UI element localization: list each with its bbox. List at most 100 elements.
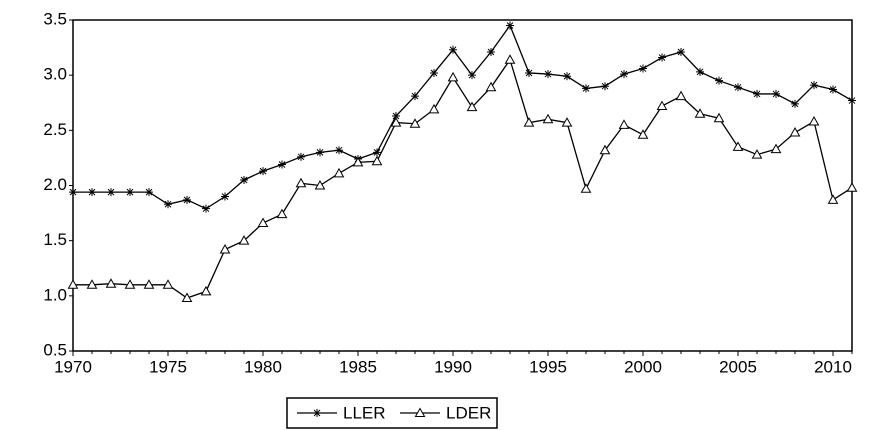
marker xyxy=(770,143,782,154)
marker xyxy=(789,127,801,137)
marker xyxy=(694,108,706,118)
marker xyxy=(371,155,383,166)
x-tick-label: 1990 xyxy=(434,357,472,376)
marker xyxy=(86,279,98,289)
marker xyxy=(713,112,725,123)
marker xyxy=(392,111,400,120)
marker xyxy=(772,89,780,98)
marker xyxy=(295,177,307,188)
marker xyxy=(181,292,193,303)
marker xyxy=(468,71,476,80)
marker xyxy=(827,194,839,204)
marker xyxy=(105,278,117,288)
marker xyxy=(238,235,250,245)
marker xyxy=(219,243,231,254)
marker xyxy=(335,146,343,155)
marker xyxy=(143,279,155,289)
marker xyxy=(544,70,552,79)
marker xyxy=(69,188,77,197)
marker xyxy=(278,160,286,169)
x-tick-label: 1995 xyxy=(529,357,567,376)
marker xyxy=(411,92,419,101)
marker xyxy=(637,129,649,139)
legend-label: LLER xyxy=(343,403,386,422)
marker xyxy=(582,84,590,93)
marker xyxy=(428,103,440,114)
x-tick-label: 2000 xyxy=(624,357,662,376)
marker xyxy=(523,117,535,127)
marker xyxy=(200,285,212,296)
marker xyxy=(599,144,611,155)
marker xyxy=(373,148,381,157)
marker xyxy=(352,156,364,167)
marker xyxy=(675,90,687,101)
legend-marker xyxy=(414,407,426,417)
marker xyxy=(257,217,269,228)
marker xyxy=(297,152,305,161)
marker xyxy=(561,117,573,127)
series-line xyxy=(73,58,853,299)
legend-label: LDER xyxy=(446,403,491,422)
marker xyxy=(848,96,856,105)
marker xyxy=(126,188,134,197)
x-tick-label: 1980 xyxy=(244,357,282,376)
y-tick-label: 1.5 xyxy=(43,230,67,249)
x-tick-label: 1975 xyxy=(149,357,187,376)
marker xyxy=(753,89,761,98)
marker xyxy=(846,182,858,192)
marker xyxy=(487,47,495,56)
marker xyxy=(715,76,723,85)
marker xyxy=(202,204,210,213)
marker xyxy=(734,83,742,92)
marker xyxy=(580,183,592,193)
marker xyxy=(314,179,326,190)
x-tick-label: 1970 xyxy=(54,357,92,376)
marker xyxy=(485,81,497,92)
y-tick-label: 2.5 xyxy=(43,120,67,139)
marker xyxy=(259,167,267,176)
marker xyxy=(791,99,799,108)
marker xyxy=(808,115,820,126)
x-tick-label: 1985 xyxy=(339,357,377,376)
marker xyxy=(677,47,685,56)
x-tick-label: 2010 xyxy=(814,357,852,376)
marker xyxy=(563,72,571,81)
marker xyxy=(639,64,647,73)
marker xyxy=(221,192,229,201)
marker xyxy=(506,21,514,30)
marker xyxy=(696,67,704,76)
marker xyxy=(829,85,837,94)
x-tick-label: 2005 xyxy=(719,357,757,376)
marker xyxy=(430,68,438,77)
legend-marker xyxy=(313,409,321,417)
y-tick-label: 3.0 xyxy=(43,65,67,84)
y-tick-label: 2.0 xyxy=(43,175,67,194)
marker xyxy=(409,118,421,128)
marker xyxy=(333,167,345,178)
marker xyxy=(751,149,763,159)
marker xyxy=(601,82,609,91)
marker xyxy=(124,279,136,289)
marker xyxy=(620,70,628,79)
marker xyxy=(390,117,402,127)
marker xyxy=(162,279,174,289)
marker xyxy=(504,54,516,64)
marker xyxy=(447,71,459,82)
marker xyxy=(525,68,533,77)
marker xyxy=(810,81,818,90)
marker xyxy=(316,148,324,157)
marker xyxy=(732,141,744,151)
marker xyxy=(466,101,478,112)
series-line xyxy=(73,24,853,210)
marker xyxy=(658,53,666,62)
marker xyxy=(183,195,191,204)
marker xyxy=(618,119,630,129)
y-tick-label: 3.5 xyxy=(43,9,67,28)
marker xyxy=(107,188,115,197)
marker xyxy=(164,200,172,209)
marker xyxy=(67,279,79,289)
marker xyxy=(276,208,288,219)
marker xyxy=(145,188,153,197)
y-tick-label: 0.5 xyxy=(43,340,67,359)
